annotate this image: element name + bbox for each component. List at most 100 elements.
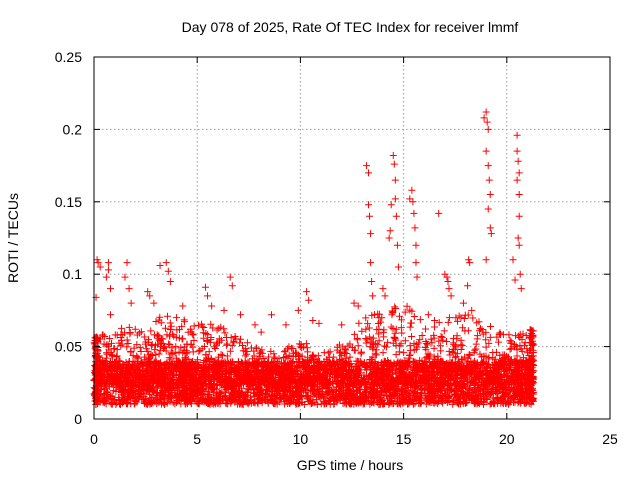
- data-point: [482, 343, 490, 351]
- data-point: [454, 317, 462, 325]
- data-point: [166, 319, 174, 327]
- data-point: [428, 393, 436, 401]
- data-point: [195, 321, 203, 329]
- data-point: [270, 400, 278, 408]
- data-point: [300, 401, 308, 409]
- data-point: [430, 344, 438, 352]
- data-point: [449, 339, 457, 347]
- data-point: [106, 373, 114, 381]
- data-point: [121, 392, 129, 400]
- data-point: [423, 339, 431, 347]
- data-point: [123, 365, 131, 373]
- data-point: [424, 372, 432, 380]
- data-point: [490, 400, 498, 408]
- data-point: [231, 396, 239, 404]
- data-point: [464, 379, 472, 387]
- data-point: [212, 394, 220, 402]
- data-point: [190, 381, 198, 389]
- data-point: [106, 335, 114, 343]
- data-point: [189, 370, 197, 378]
- data-point: [398, 329, 406, 337]
- data-point: [459, 377, 467, 385]
- data-point: [175, 334, 183, 342]
- data-point: [299, 357, 307, 365]
- data-point: [241, 358, 249, 366]
- data-point: [175, 348, 183, 356]
- data-point: [115, 393, 123, 401]
- data-point: [179, 349, 187, 357]
- data-point: [285, 351, 293, 359]
- data-point: [380, 391, 388, 399]
- data-point: [372, 340, 380, 348]
- data-point: [148, 398, 156, 406]
- data-point: [369, 345, 377, 353]
- data-point: [362, 334, 370, 342]
- data-point: [216, 381, 224, 389]
- data-point: [388, 395, 396, 403]
- data-point: [510, 370, 518, 378]
- data-point: [248, 359, 256, 367]
- data-point: [213, 340, 221, 348]
- data-point: [447, 360, 455, 368]
- data-point: [271, 381, 279, 389]
- data-point: [244, 367, 252, 375]
- data-point: [357, 348, 365, 356]
- data-point: [205, 348, 213, 356]
- data-point: [261, 358, 269, 366]
- data-point: [510, 384, 518, 392]
- data-point: [413, 340, 421, 348]
- data-point: [121, 329, 129, 337]
- data-point: [122, 372, 130, 380]
- data-point: [329, 360, 337, 368]
- data-point: [311, 381, 319, 389]
- data-point: [392, 376, 400, 384]
- data-point: [279, 382, 287, 390]
- data-point: [424, 350, 432, 358]
- data-point: [204, 354, 212, 362]
- data-point: [171, 400, 179, 408]
- data-point: [356, 398, 364, 406]
- data-point: [183, 395, 191, 403]
- data-point: [295, 388, 303, 396]
- data-point: [159, 374, 167, 382]
- data-point: [406, 342, 414, 350]
- data-point: [452, 371, 460, 379]
- data-point: [126, 330, 134, 338]
- grid: [94, 57, 610, 419]
- data-point: [344, 342, 352, 350]
- data-point: [102, 362, 110, 370]
- data-point: [385, 368, 393, 376]
- data-point: [152, 384, 160, 392]
- data-point: [365, 324, 373, 332]
- data-point: [342, 346, 350, 354]
- data-point: [125, 323, 133, 331]
- data-point: [235, 382, 243, 390]
- data-point: [435, 318, 443, 326]
- data-point: [183, 381, 191, 389]
- data-point: [477, 395, 485, 403]
- data-point: [463, 390, 471, 398]
- data-point: [377, 396, 385, 404]
- data-point: [265, 353, 273, 361]
- data-point: [464, 327, 472, 335]
- data-point: [507, 394, 515, 402]
- data-point: [371, 358, 379, 366]
- data-point: [217, 323, 225, 331]
- data-point: [463, 377, 471, 385]
- data-point: [356, 361, 364, 369]
- data-point: [202, 351, 210, 359]
- data-point: [454, 359, 462, 367]
- data-point: [144, 347, 152, 355]
- data-point: [150, 331, 158, 339]
- data-point: [101, 333, 109, 341]
- data-point: [125, 394, 133, 402]
- data-point: [489, 349, 497, 357]
- data-point: [315, 372, 323, 380]
- data-point: [262, 378, 270, 386]
- data-point: [455, 312, 463, 320]
- data-point: [226, 376, 234, 384]
- data-point: [223, 352, 231, 360]
- data-point: [514, 372, 522, 380]
- data-point: [364, 376, 372, 384]
